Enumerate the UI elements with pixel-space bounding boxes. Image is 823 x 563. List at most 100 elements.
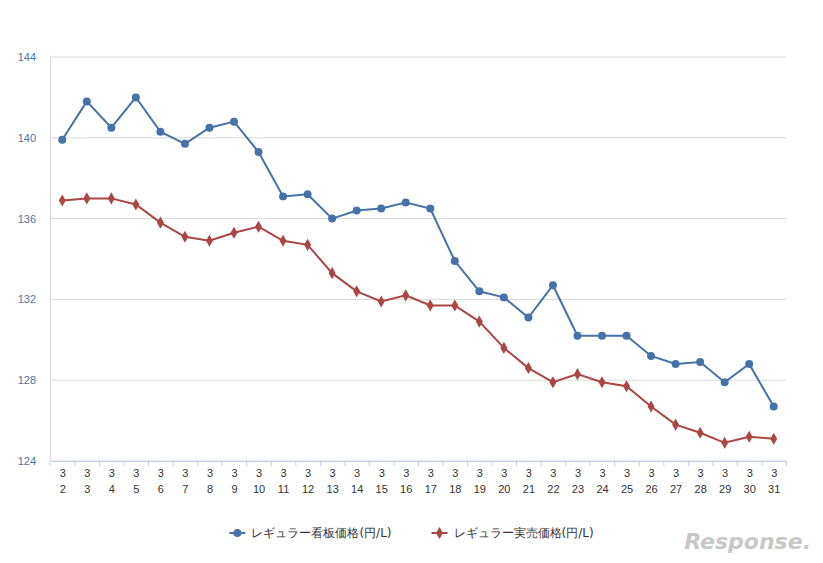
tick: 34 <box>109 461 124 495</box>
marker <box>599 376 606 388</box>
marker <box>59 194 66 206</box>
marker <box>132 93 140 101</box>
tick-mark <box>712 461 713 466</box>
tick-label: 132 <box>18 293 36 305</box>
marker <box>132 198 139 210</box>
tick-label: 32 <box>60 467 66 496</box>
marker <box>230 118 238 126</box>
marker <box>623 332 631 340</box>
tick-mark <box>50 461 51 466</box>
chart: 1241281321361401443233343536373839310311… <box>0 0 823 563</box>
tick-label: 39 <box>231 467 237 496</box>
series-group <box>58 93 777 448</box>
marker <box>83 97 91 105</box>
marker <box>476 316 483 328</box>
tick-label: 36 <box>158 467 164 496</box>
tick: 32 <box>60 461 75 495</box>
tick-mark <box>295 461 296 466</box>
tick: 312 <box>302 461 320 495</box>
tick-label: 327 <box>670 467 682 496</box>
marker <box>402 289 409 301</box>
marker <box>672 360 680 368</box>
line <box>62 198 773 442</box>
tick-label: 331 <box>768 467 780 496</box>
tick-mark <box>761 461 762 466</box>
tick: 330 <box>744 461 762 495</box>
tick-mark <box>344 461 345 466</box>
tick-mark <box>541 461 542 466</box>
marker <box>697 427 704 439</box>
tick: 128 <box>18 374 50 386</box>
marker <box>83 192 90 204</box>
marker <box>696 358 704 366</box>
tick: 124 <box>18 455 50 467</box>
tick-mark <box>688 461 689 466</box>
marker <box>770 402 778 410</box>
tick: 38 <box>207 461 222 495</box>
tick: 144 <box>18 51 50 63</box>
tick-mark <box>590 461 591 466</box>
tick: 318 <box>449 461 467 495</box>
tick-mark <box>516 461 517 466</box>
marker <box>598 332 606 340</box>
tick-mark <box>369 461 370 466</box>
series <box>58 93 777 410</box>
tick-label: 124 <box>18 455 36 467</box>
tick: 136 <box>18 213 50 225</box>
tick: 331 <box>768 461 786 495</box>
marker <box>157 217 164 229</box>
tick-mark <box>443 461 444 466</box>
grid <box>50 57 786 461</box>
legend-marker <box>436 527 443 539</box>
tick: 317 <box>425 461 443 495</box>
marker <box>255 221 262 233</box>
watermark: Response. <box>684 529 811 554</box>
tick: 311 <box>278 461 296 495</box>
tick-label: 310 <box>253 467 265 496</box>
tick-label: 313 <box>327 467 339 496</box>
tick-mark <box>418 461 419 466</box>
tick-label: 324 <box>596 467 608 496</box>
marker <box>672 419 679 431</box>
tick-mark <box>99 461 100 466</box>
marker <box>206 235 213 247</box>
tick-label: 319 <box>474 467 486 496</box>
tick-label: 315 <box>376 467 388 496</box>
tick: 132 <box>18 293 50 305</box>
tick-label: 320 <box>498 467 510 496</box>
marker <box>181 231 188 243</box>
marker <box>378 295 385 307</box>
line <box>62 97 773 406</box>
tick: 324 <box>596 461 614 495</box>
marker <box>108 192 115 204</box>
tick: 320 <box>498 461 516 495</box>
tick: 39 <box>231 461 246 495</box>
marker <box>500 342 507 354</box>
tick: 328 <box>695 461 713 495</box>
y-axis: 124 128 132 136 140 144 <box>18 51 51 467</box>
marker <box>353 285 360 297</box>
marker <box>426 205 434 213</box>
tick: 326 <box>645 461 663 495</box>
tick-label: 34 <box>109 467 115 496</box>
tick-label: 323 <box>572 467 584 496</box>
tick-label: 136 <box>18 213 36 225</box>
marker <box>107 124 115 132</box>
marker <box>451 299 458 311</box>
marker <box>648 400 655 412</box>
legend-label: レギュラー実売価格(円/L) <box>454 526 594 540</box>
marker <box>475 287 483 295</box>
tick: 321 <box>523 461 541 495</box>
tick: 316 <box>400 461 418 495</box>
marker <box>205 124 213 132</box>
grid-line <box>50 137 786 138</box>
tick-mark <box>320 461 321 466</box>
marker <box>500 293 508 301</box>
marker <box>549 376 556 388</box>
marker <box>574 368 581 380</box>
tick-label: 38 <box>207 467 213 496</box>
tick-mark <box>173 461 174 466</box>
tick-label: 328 <box>695 467 707 496</box>
tick: 140 <box>18 132 50 144</box>
tick-label: 128 <box>18 374 36 386</box>
